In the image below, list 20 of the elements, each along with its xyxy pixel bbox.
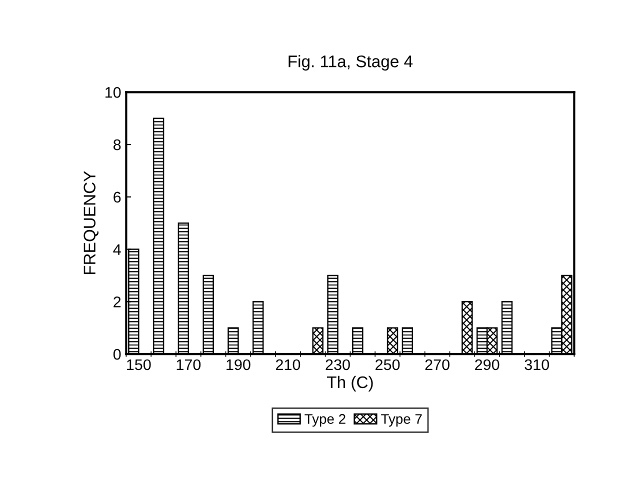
y-tick-label: 6 bbox=[114, 192, 121, 203]
x-tick-label: 250 bbox=[376, 359, 400, 370]
x-tick-label: 310 bbox=[524, 359, 550, 370]
legend-label: Type 7 bbox=[381, 414, 422, 427]
x-tick-label: 230 bbox=[326, 359, 350, 370]
x-tick-label: 170 bbox=[176, 359, 201, 370]
x-axis-title: Th (C) bbox=[326, 376, 373, 392]
x-tick-label: 210 bbox=[276, 359, 300, 370]
x-tick-label: 150 bbox=[127, 359, 151, 370]
y-axis-title: FREQUENCY bbox=[84, 171, 98, 274]
y-tick-label: 0 bbox=[113, 348, 121, 360]
x-tick-label: 270 bbox=[425, 359, 450, 370]
y-tick-label: 4 bbox=[113, 244, 121, 255]
x-tick-label: 190 bbox=[226, 359, 250, 370]
y-tick-label: 10 bbox=[106, 87, 121, 98]
y-tick-label: 2 bbox=[114, 296, 121, 308]
x-tick-label: 290 bbox=[475, 359, 500, 370]
legend-label: Type 2 bbox=[304, 414, 346, 427]
chart-title: Fig. 11a, Stage 4 bbox=[288, 55, 413, 71]
y-tick-label: 8 bbox=[114, 139, 121, 150]
